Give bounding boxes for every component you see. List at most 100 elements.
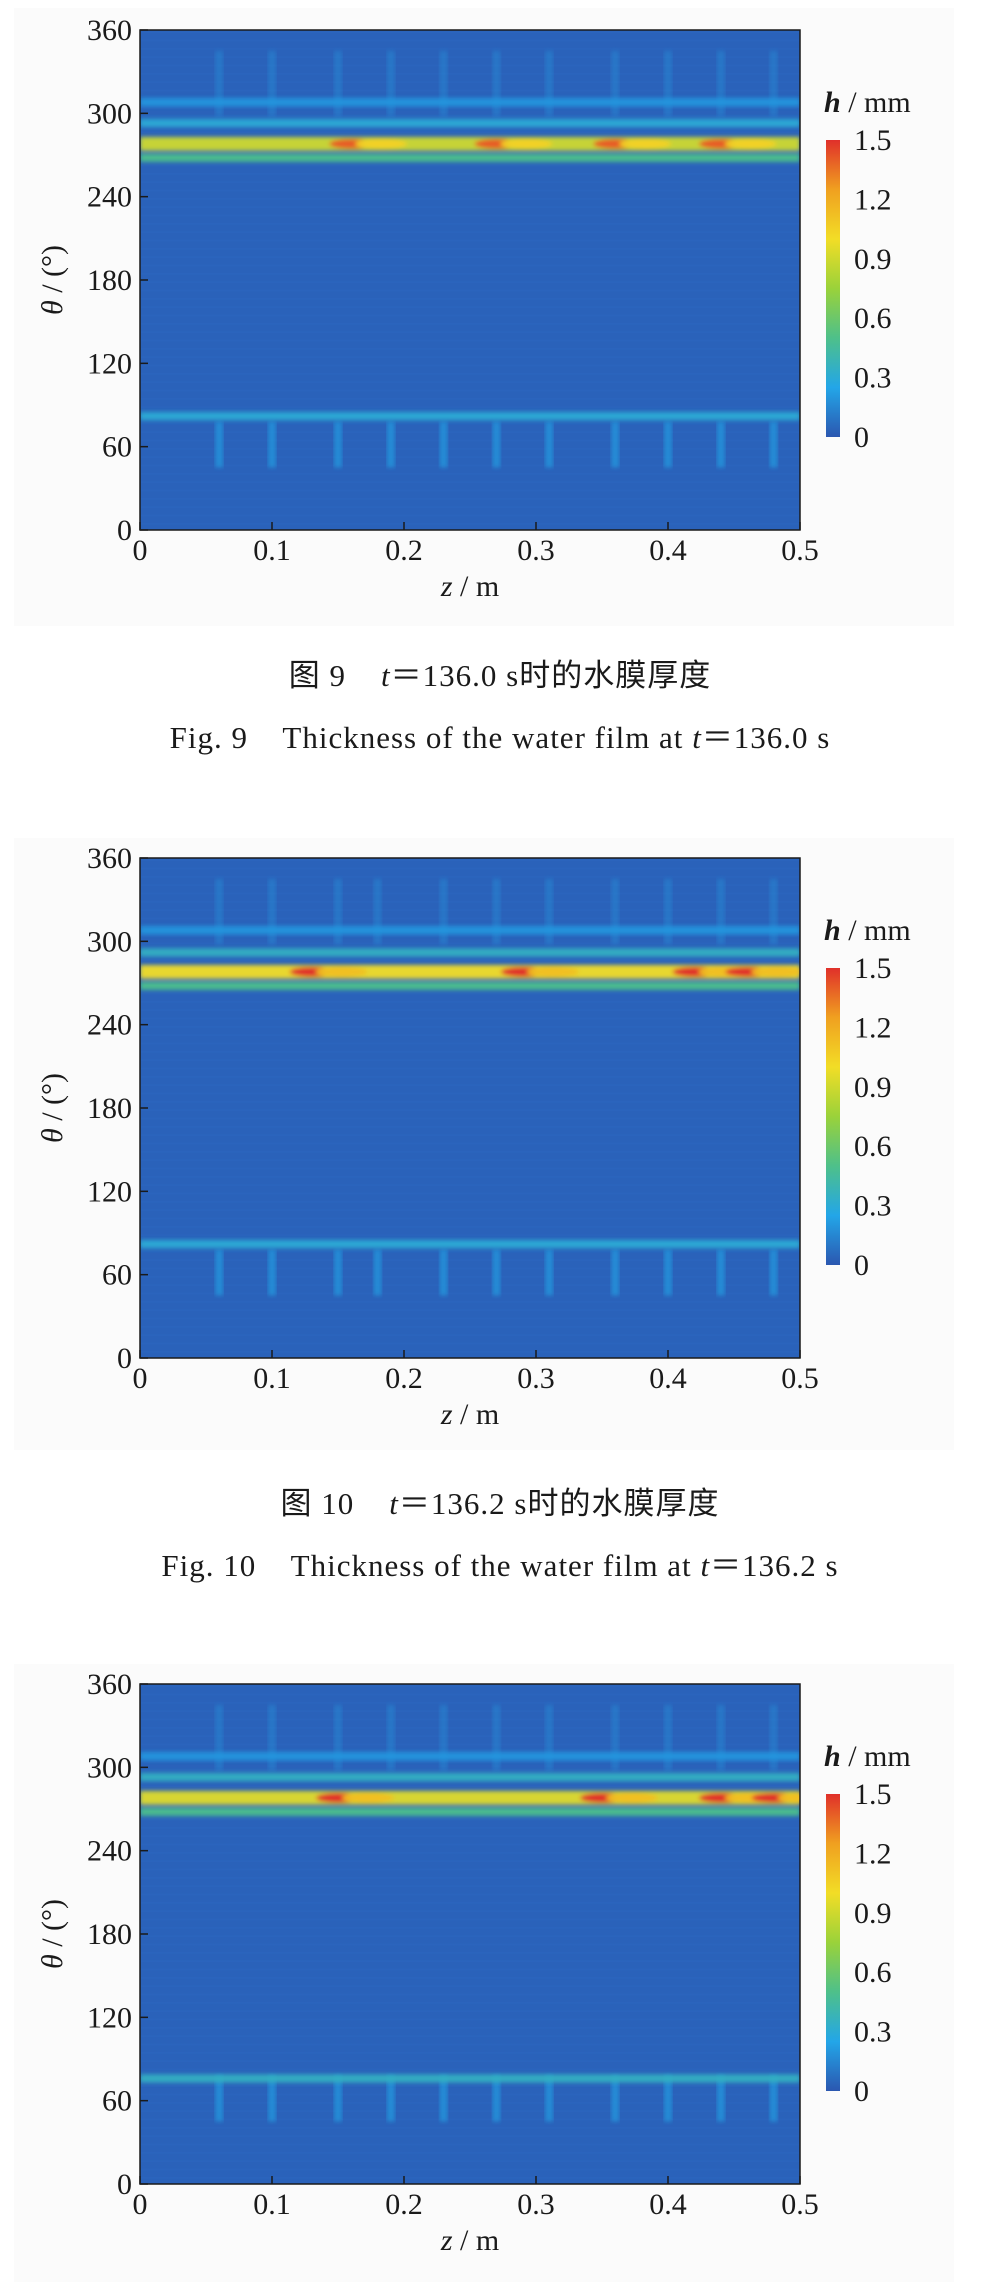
y-tick-label: 60 [102,431,132,464]
texture-line [140,422,800,425]
texture-line [140,2135,800,2138]
texture-line [140,1192,800,1195]
texture-line [140,456,800,459]
texture-line [140,1968,800,1971]
texture-line [140,1951,800,1954]
texture-line [140,1217,800,1220]
texture-line [140,1768,800,1771]
streak-upper [769,878,778,945]
streak-lower [373,1249,382,1296]
x-tick-label: 0 [133,2188,148,2221]
texture-line [140,1117,800,1120]
streak-upper [439,878,448,945]
streak-lower [268,2075,276,2122]
streak-upper [386,50,395,117]
caption-zh-fig9: 图 9 t＝136.0 s时的水膜厚度 [0,650,1000,695]
texture-line [140,1050,800,1053]
texture-line [140,1334,800,1337]
texture-line [140,1918,800,1921]
film-band [140,1807,800,1816]
x-axis-label: z / m [440,1398,499,1431]
film-band [140,153,800,162]
texture-line [140,206,800,209]
texture-line [140,339,800,342]
texture-line [140,1735,800,1738]
caption-en-fig10: Fig. 10 Thickness of the water film at t… [0,1540,1000,1585]
texture-line [140,514,800,517]
texture-line [140,1000,800,1003]
film-peak-halo [342,1792,394,1803]
film-band [140,118,800,128]
texture-line [140,522,800,525]
texture-line [140,1726,800,1729]
caption-zh-rest: ＝136.2 s时的水膜厚度 [398,1486,720,1521]
x-axis-label: z / m [440,2224,499,2257]
x-tick-label: 0.1 [253,1362,291,1395]
streak-lower [664,2075,672,2122]
texture-line [140,272,800,275]
texture-line [140,2143,800,2146]
texture-line [140,1325,800,1328]
film-band [140,2074,800,2083]
x-tick-label: 0.1 [253,2188,291,2221]
texture-line [140,1976,800,1979]
texture-line [140,2093,800,2096]
texture-line [140,2126,800,2129]
texture-line [140,347,800,350]
bands [140,926,800,1249]
y-tick-label: 60 [102,1259,132,1292]
texture-line [140,1826,800,1829]
y-tick-label: 300 [87,1751,132,1784]
x-tick-label: 0.5 [781,2188,819,2221]
x-tick-label: 0.3 [517,534,555,567]
texture-line [140,1710,800,1713]
texture-line [140,1042,800,1045]
caption-zh-t: t [381,658,391,693]
texture-line [140,1901,800,1904]
texture-line [140,356,800,359]
texture-line [140,1960,800,1963]
bands [140,98,800,421]
texture-line [140,1034,800,1037]
caption-en-rest: ＝136.0 s [701,720,831,755]
x-tick-label: 0.2 [385,1362,423,1395]
x-tick-label: 0 [133,534,148,567]
texture-line [140,884,800,887]
x-tick-label: 0.5 [781,1362,819,1395]
streak-upper [439,1704,448,1771]
caption-zh-rest: ＝136.0 s时的水膜厚度 [390,658,712,693]
streak-upper [611,50,620,117]
streak-lower [611,2075,620,2122]
streak-lower [268,421,276,468]
texture-line [140,372,800,375]
texture-line [140,447,800,450]
colorbar-tick-label: 0.9 [854,243,892,276]
texture-line [140,2151,800,2154]
texture-line [140,909,800,912]
film-peak-halo [619,138,672,149]
texture-line [140,867,800,870]
texture-line [140,1860,800,1863]
texture-line [140,72,800,75]
caption-en-text: Thickness of the water film at [290,1548,701,1583]
streak-lower [545,421,554,468]
texture-line [140,892,800,895]
streak-upper [492,50,501,117]
texture-line [140,1300,800,1303]
y-tick-label: 300 [87,97,132,130]
caption-zh-prefix: 图 9 [288,658,347,693]
streak-lower [439,2075,448,2122]
texture-line [140,1025,800,1028]
texture-line [140,1693,800,1696]
y-tick-label: 0 [117,1342,132,1375]
texture-line [140,1209,800,1212]
texture-line [140,464,800,467]
streak-lower [716,1249,725,1296]
streak-lower [492,421,501,468]
colorbar-tick-label: 0.3 [854,1190,892,1223]
heatmap-chart-fig10: 0 0.1 0.2 0.3 0.4 0.5 0 60 120 180 240 300 360 z / m θ… [36,842,911,1431]
texture-line [140,214,800,217]
texture-line [140,1885,800,1888]
texture-line [140,2168,800,2171]
texture-line [140,1225,800,1228]
